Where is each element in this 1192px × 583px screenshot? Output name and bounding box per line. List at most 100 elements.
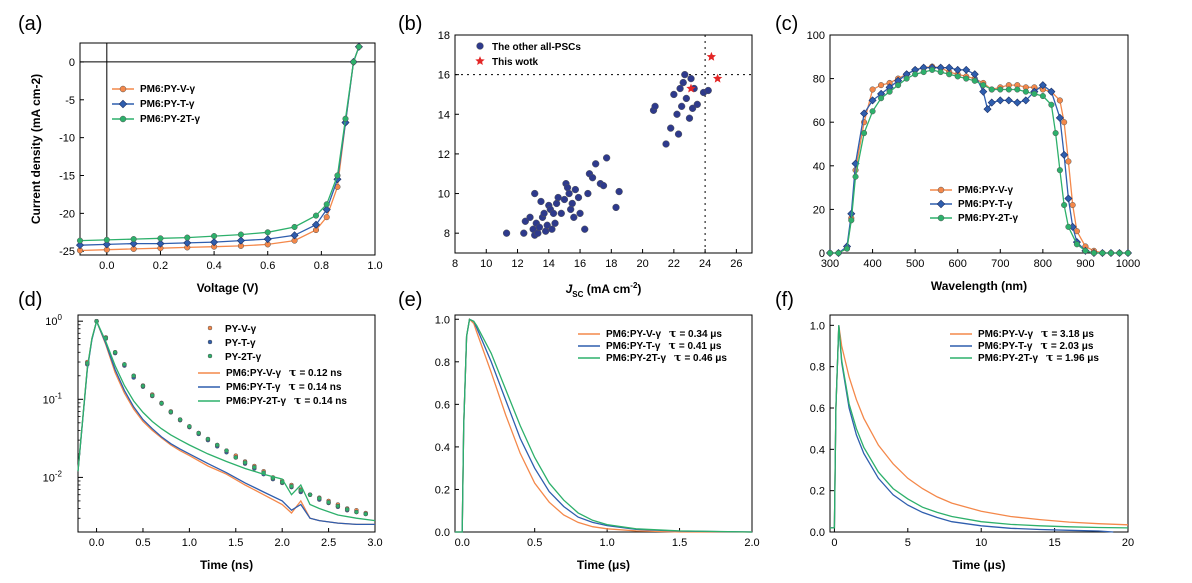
data-point: [826, 249, 834, 257]
data-point: [565, 189, 573, 198]
tau-value: = 0.12 ns: [299, 368, 342, 379]
data-point: [210, 238, 219, 247]
data-point: [685, 114, 694, 122]
legend-entry: PM6:PY-T-γ τ = 2.03 μs: [978, 339, 1094, 352]
y-tick-label: 0.2: [810, 486, 825, 498]
legend-entry: PM6:PY-2T-γ τ = 1.96 μs: [978, 351, 1099, 364]
data-point: [903, 75, 910, 82]
data-point: [946, 71, 953, 78]
x-tick-label: 1.0: [182, 537, 197, 549]
data-point: [662, 140, 670, 148]
legend-label: PM6:PY-V-γ: [140, 84, 195, 95]
data-point: [1052, 130, 1059, 137]
x-axis-label: Time (ns): [200, 558, 253, 572]
y-tick-label: 10-1: [43, 391, 63, 406]
data-point: [693, 100, 701, 109]
data-point: [962, 65, 971, 74]
data-point: [76, 237, 84, 244]
data-point: [224, 448, 229, 453]
data-point: [673, 110, 681, 118]
legend-entry: PM6:PY-T-γ: [958, 199, 1013, 210]
y-tick-label: 0.8: [810, 362, 825, 374]
data-point: [354, 509, 359, 515]
series-line: [77, 319, 376, 522]
data-point: [168, 409, 174, 415]
data-point: [1031, 90, 1038, 97]
legend-label: PM6:PY-T-γ: [140, 99, 195, 110]
data-point: [686, 83, 696, 93]
data-point: [75, 241, 85, 250]
panel-label: (e): [398, 289, 422, 311]
y-tick-label: 0.6: [435, 399, 450, 411]
legend-label: PM6:PY-2T-γ: [606, 353, 666, 364]
data-point: [1055, 113, 1064, 122]
x-tick-label: 24: [699, 258, 711, 270]
data-point: [551, 219, 559, 227]
data-point: [103, 236, 110, 243]
y-tick-label: -10: [59, 133, 75, 145]
plot-frame: [77, 314, 376, 533]
legend-label: PM6:PY-T-γ: [606, 341, 661, 352]
data-point: [869, 86, 876, 93]
legend-label: The other all-PSCs: [492, 42, 581, 53]
data-point: [848, 217, 855, 224]
data-point: [651, 102, 659, 110]
legend-label: PM6:PY-T-γ: [958, 199, 1013, 210]
data-point: [1065, 223, 1072, 230]
legend-label: PM6:PY-V-γ: [226, 368, 281, 379]
x-tick-label: 5: [905, 537, 911, 549]
y-tick-base: 10: [45, 316, 57, 328]
y-tick-label: -25: [59, 246, 75, 258]
legend-label: PM6:PY-2T-γ: [958, 213, 1018, 224]
data-point: [534, 229, 542, 237]
data-point: [912, 71, 919, 78]
y-tick-base: 10: [43, 472, 55, 484]
data-point: [1047, 87, 1056, 96]
tau-symbol: τ: [1040, 339, 1047, 352]
data-point: [868, 96, 877, 105]
data-point: [567, 205, 575, 214]
panel-label: (a): [18, 13, 42, 35]
data-point: [252, 464, 257, 470]
data-point: [570, 213, 578, 221]
y-tick-label: 16: [438, 70, 450, 82]
tau-value: = 1.96 μs: [1056, 353, 1099, 364]
data-point: [1069, 201, 1076, 209]
plot-frame: [829, 314, 1129, 533]
data-point: [205, 436, 211, 442]
x-tick-label: 3.0: [367, 537, 382, 549]
data-point: [334, 172, 341, 179]
data-point: [602, 154, 611, 162]
data-point: [157, 235, 164, 242]
data-point: [540, 209, 548, 218]
data-point: [521, 217, 529, 225]
data-point: [1061, 201, 1068, 209]
data-point: [263, 235, 272, 244]
data-point: [131, 373, 136, 379]
data-point: [963, 75, 970, 82]
data-point: [929, 66, 936, 73]
x-tick-label: 2.0: [275, 537, 290, 549]
data-point: [264, 229, 271, 236]
data-point: [156, 239, 165, 248]
data-point: [102, 240, 111, 249]
series-line: [455, 318, 753, 533]
chart-panel-3: (c) 300 400 500 600 700 800 900 1000 0 20 40 60 80 100…: [775, 13, 1140, 293]
data-point: [323, 214, 330, 221]
tau-value: = 0.41 μs: [679, 341, 722, 352]
data-point: [355, 43, 362, 50]
data-point: [537, 197, 545, 206]
data-point: [291, 223, 298, 231]
chart-panel-6: (f) 0 5 10 15 20 0.0 0.2 0.4 0.6 0.8 1.0 Time (μs) PM…: [775, 289, 1134, 572]
data-point: [322, 205, 331, 214]
chart-panel-2: (b) 8 10 12 14 16 18 20 22 24 26 8 10 12 14 16 18 JSC (mA…: [398, 13, 753, 299]
data-point: [563, 183, 572, 192]
y-tick-label: 0.4: [435, 442, 450, 454]
tau-symbol: τ: [669, 327, 676, 340]
x-tick-label: 10: [975, 537, 987, 549]
chart-panel-4: (d)0.0 0.5 1.0 1.5 2.0 2.5 3.010010-110-2Time …: [18, 289, 383, 572]
data-point: [526, 213, 534, 221]
series-line: [830, 67, 1128, 254]
data-point: [335, 503, 341, 509]
data-point: [1124, 249, 1132, 257]
